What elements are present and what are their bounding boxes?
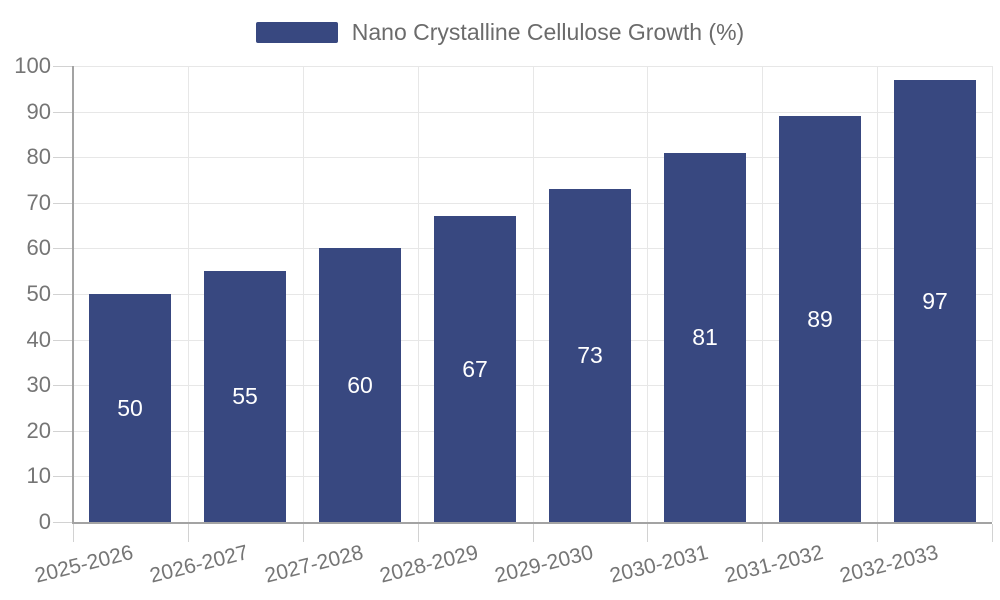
y-axis-tick <box>53 112 72 113</box>
v-gridline <box>303 66 304 522</box>
x-axis-tick <box>647 524 648 542</box>
y-axis-tick <box>53 248 72 249</box>
y-tick-label: 10 <box>26 463 51 488</box>
bar-value-label: 97 <box>922 287 948 314</box>
y-axis-tick <box>53 340 72 341</box>
bar[interactable]: 60 <box>319 248 401 522</box>
v-gridline <box>762 66 763 522</box>
bar[interactable]: 50 <box>89 294 171 522</box>
bar-value-label: 50 <box>117 394 143 421</box>
y-tick-label: 70 <box>26 190 51 215</box>
y-tick-label: 90 <box>26 99 51 124</box>
x-axis-tick <box>188 524 189 542</box>
y-tick-label: 80 <box>26 144 51 169</box>
bar[interactable]: 55 <box>204 271 286 522</box>
x-axis-tick <box>533 524 534 542</box>
x-axis-tick <box>762 524 763 542</box>
y-axis-tick <box>53 385 72 386</box>
bar-value-label: 89 <box>807 305 833 332</box>
h-gridline <box>73 203 992 204</box>
bar[interactable]: 73 <box>549 189 631 522</box>
y-axis-tick <box>53 157 72 158</box>
h-gridline <box>73 294 992 295</box>
v-gridline <box>647 66 648 522</box>
bar-value-label: 73 <box>577 342 603 368</box>
x-axis-tick <box>877 524 878 542</box>
bar[interactable]: 97 <box>894 80 976 522</box>
bar[interactable]: 89 <box>779 116 861 522</box>
bar[interactable]: 67 <box>434 216 516 522</box>
y-tick-label: 40 <box>26 327 51 352</box>
legend-swatch <box>255 21 338 43</box>
h-gridline <box>73 112 992 113</box>
v-gridline <box>188 66 189 522</box>
x-axis-tick <box>418 524 419 542</box>
h-gridline <box>73 476 992 477</box>
bar-value-label: 55 <box>232 383 258 409</box>
h-gridline <box>73 248 992 249</box>
y-tick-label: 60 <box>26 235 51 260</box>
h-gridline <box>73 385 992 386</box>
v-gridline <box>877 66 878 522</box>
y-tick-label: 30 <box>26 372 51 397</box>
legend-label: Nano Crystalline Cellulose Growth (%) <box>351 19 745 45</box>
bar-value-label: 67 <box>462 355 488 382</box>
x-axis-line <box>72 522 992 524</box>
y-tick-label: 50 <box>26 281 51 306</box>
v-gridline <box>418 66 419 522</box>
legend[interactable]: Nano Crystalline Cellulose Growth (%) <box>0 17 1000 47</box>
bar-value-label: 60 <box>347 371 373 398</box>
bar[interactable]: 81 <box>664 153 746 522</box>
y-axis-tick <box>53 203 72 204</box>
x-axis-tick <box>73 524 74 542</box>
y-tick-label: 20 <box>26 418 51 443</box>
h-gridline <box>73 157 992 158</box>
x-axis-tick <box>992 524 993 542</box>
y-axis-tick <box>53 522 72 523</box>
v-gridline <box>992 66 993 522</box>
y-axis-tick <box>53 431 72 432</box>
y-axis-tick <box>53 66 72 67</box>
h-gridline <box>73 66 992 67</box>
y-axis-line <box>72 66 74 522</box>
y-axis-tick <box>53 476 72 477</box>
v-gridline <box>533 66 534 522</box>
x-axis-tick <box>303 524 304 542</box>
h-gridline <box>73 431 992 432</box>
y-axis-tick <box>53 294 72 295</box>
y-tick-label: 0 <box>38 509 51 534</box>
y-tick-label: 100 <box>14 53 51 78</box>
bar-value-label: 81 <box>692 324 718 350</box>
h-gridline <box>73 340 992 341</box>
